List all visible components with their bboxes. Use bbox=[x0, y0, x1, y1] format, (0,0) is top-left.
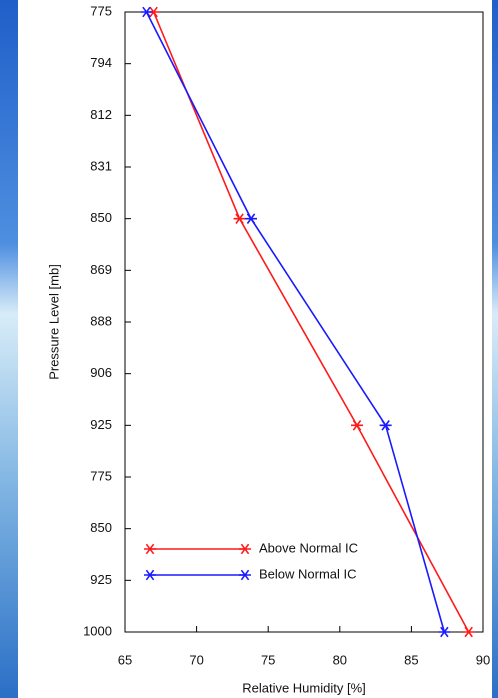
marker bbox=[350, 420, 363, 431]
y-tick-label: 831 bbox=[90, 158, 112, 173]
legend-label: Below Normal IC bbox=[259, 566, 357, 581]
series-line bbox=[145, 11, 446, 633]
y-tick-label: 812 bbox=[90, 107, 112, 122]
legend-marker bbox=[144, 543, 156, 555]
y-tick-label: 906 bbox=[90, 365, 112, 380]
legend-label: Above Normal IC bbox=[259, 540, 358, 555]
marker bbox=[233, 213, 246, 224]
marker bbox=[462, 626, 475, 638]
y-tick-label: 794 bbox=[90, 55, 112, 70]
y-tick-label: 775 bbox=[90, 468, 112, 483]
y-tick-label: 925 bbox=[90, 572, 112, 587]
x-tick-label: 75 bbox=[261, 652, 275, 667]
y-tick-label: 1000 bbox=[83, 623, 112, 638]
y-tick-label: 925 bbox=[90, 417, 112, 432]
marker bbox=[140, 6, 153, 18]
y-tick-label: 850 bbox=[90, 210, 112, 225]
marker bbox=[438, 626, 451, 638]
y-axis-label: Pressure Level [mb] bbox=[46, 264, 61, 380]
legend-marker bbox=[239, 569, 251, 581]
marker bbox=[245, 213, 258, 224]
x-tick-label: 70 bbox=[189, 652, 203, 667]
x-axis-label: Relative Humidity [%] bbox=[242, 680, 366, 695]
x-tick-label: 85 bbox=[404, 652, 418, 667]
x-tick-label: 90 bbox=[476, 652, 490, 667]
series-line bbox=[152, 11, 470, 633]
x-tick-label: 80 bbox=[333, 652, 347, 667]
marker bbox=[379, 420, 392, 431]
y-tick-label: 775 bbox=[90, 3, 112, 18]
y-tick-label: 869 bbox=[90, 262, 112, 277]
legend-marker bbox=[144, 569, 156, 581]
x-tick-label: 65 bbox=[118, 652, 132, 667]
y-tick-label: 888 bbox=[90, 313, 112, 328]
y-tick-label: 850 bbox=[90, 520, 112, 535]
legend-marker bbox=[239, 543, 251, 555]
plot-panel bbox=[18, 0, 492, 698]
